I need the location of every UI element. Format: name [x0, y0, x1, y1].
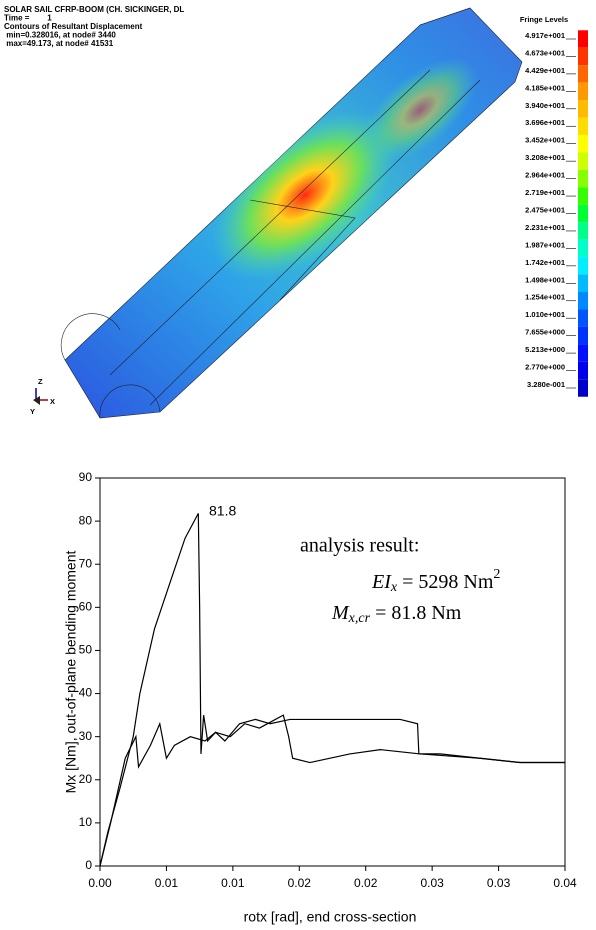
- eq-subscript: x,cr: [348, 611, 371, 626]
- fringe-swatch: [578, 274, 588, 293]
- chart-frame: [99, 477, 566, 867]
- fringe-label: 1.987e+001: [525, 240, 565, 249]
- eq-value: = 5298 Nm: [397, 571, 494, 593]
- fringe-swatch: [578, 152, 588, 170]
- fringe-swatch: [578, 361, 588, 380]
- fringe-label: 4.429e+001: [525, 66, 565, 75]
- fringe-label: 1.498e+001: [525, 275, 565, 284]
- contour-header: SOLAR SAIL CFRP-BOOM (CH. SICKINGER, DLT…: [4, 5, 184, 48]
- fringe-swatch: [578, 292, 588, 310]
- fringe-title: Fringe Levels: [520, 15, 568, 24]
- y-tick-label: 60: [79, 600, 93, 614]
- y-tick-label: 50: [79, 643, 93, 657]
- header-line: SOLAR SAIL CFRP-BOOM (CH. SICKINGER, DL: [4, 5, 184, 14]
- x-tick-label: 0.02: [354, 876, 378, 890]
- y-axis-label: Mx [Nm], out-of-plane bending moment: [63, 551, 79, 794]
- x-tick-label: 0.03: [487, 876, 511, 890]
- header-line: max=49.173, at node# 41531: [4, 39, 114, 48]
- fringe-swatch: [578, 134, 588, 153]
- triad-label: Y: [30, 407, 35, 416]
- annotation-heading: analysis result:: [300, 535, 419, 557]
- fringe-swatch: [578, 65, 588, 83]
- fringe-label: 3.208e+001: [525, 153, 565, 162]
- fringe-swatch: [578, 169, 588, 188]
- fringe-swatch: [578, 239, 588, 258]
- triad-label: Z: [38, 377, 43, 386]
- fringe-legend: 4.917e+001 4.673e+001 4.429e+001 4.185e+001…: [525, 30, 588, 397]
- y-tick-label: 70: [79, 556, 93, 570]
- ei-equation: EIx = 5298 Nm2: [371, 567, 500, 595]
- fe-model: [60, 7, 523, 419]
- fringe-swatch: [578, 82, 588, 101]
- fringe-swatch: [578, 47, 588, 66]
- fringe-label: 1.742e+001: [525, 258, 565, 267]
- y-tick-label: 30: [79, 729, 93, 743]
- fringe-swatch: [578, 100, 588, 118]
- fringe-label: 5.213e+000: [525, 345, 565, 354]
- y-tick-label: 40: [79, 686, 93, 700]
- fringe-swatch: [578, 204, 588, 223]
- fringe-swatch: [578, 117, 588, 135]
- triad-label: X: [50, 397, 55, 406]
- x-tick-label: 0.03: [420, 876, 444, 890]
- fringe-label: 7.655e+000: [525, 328, 565, 337]
- fringe-label: 3.940e+001: [525, 101, 565, 110]
- fringe-swatch: [578, 326, 588, 345]
- fringe-label: 3.280e-001: [527, 380, 565, 389]
- fringe-swatch: [578, 257, 588, 275]
- fringe-swatch: [578, 222, 588, 240]
- fringe-label: 4.673e+001: [525, 48, 565, 57]
- y-tick-label: 10: [79, 815, 93, 829]
- header-line: Time = 1: [4, 14, 52, 23]
- fringe-label: 2.770e+000: [525, 363, 565, 372]
- header-line: Contours of Resultant Displacement: [4, 22, 143, 31]
- fringe-swatch: [578, 309, 588, 327]
- fringe-swatch: [578, 30, 588, 48]
- axis-triad: [33, 388, 48, 405]
- fringe-label: 2.475e+001: [525, 205, 565, 214]
- line-series: [99, 718, 565, 867]
- fringe-label: 2.964e+001: [525, 171, 565, 180]
- eq-subscript: x: [390, 580, 398, 595]
- x-tick-label: 0.01: [155, 876, 179, 890]
- eq-superscript: 2: [493, 567, 500, 582]
- header-line: min=0.328016, at node# 3440: [4, 31, 116, 40]
- fringe-label: 2.231e+001: [525, 223, 565, 232]
- fringe-label: 1.010e+001: [525, 310, 565, 319]
- y-tick-label: 0: [85, 858, 92, 872]
- eq-symbol: M: [331, 602, 350, 624]
- fringe-label: 1.254e+001: [525, 293, 565, 302]
- eq-symbol: EI: [371, 571, 392, 593]
- fringe-swatch: [578, 187, 588, 205]
- eq-value: = 81.8 Nm: [370, 602, 462, 624]
- x-tick-label: 0.02: [288, 876, 312, 890]
- fringe-label: 3.696e+001: [525, 118, 565, 127]
- x-axis-label: rotx [rad], end cross-section: [244, 909, 417, 925]
- fringe-label: 2.719e+001: [525, 188, 565, 197]
- x-tick-label: 0.00: [88, 876, 112, 890]
- m-equation: Mx,cr = 81.8 Nm: [331, 602, 462, 627]
- y-tick-label: 80: [79, 513, 93, 527]
- peak-label: 81.8: [209, 503, 236, 519]
- x-tick-label: 0.01: [221, 876, 245, 890]
- fringe-label: 4.185e+001: [525, 83, 565, 92]
- x-tick-label: 0.04: [553, 876, 577, 890]
- fringe-swatch: [578, 344, 588, 362]
- y-tick-label: 20: [79, 772, 93, 786]
- y-tick-label: 90: [79, 470, 93, 484]
- fringe-swatch: [578, 379, 588, 397]
- fringe-label: 3.452e+001: [525, 136, 565, 145]
- fringe-label: 4.917e+001: [525, 31, 565, 40]
